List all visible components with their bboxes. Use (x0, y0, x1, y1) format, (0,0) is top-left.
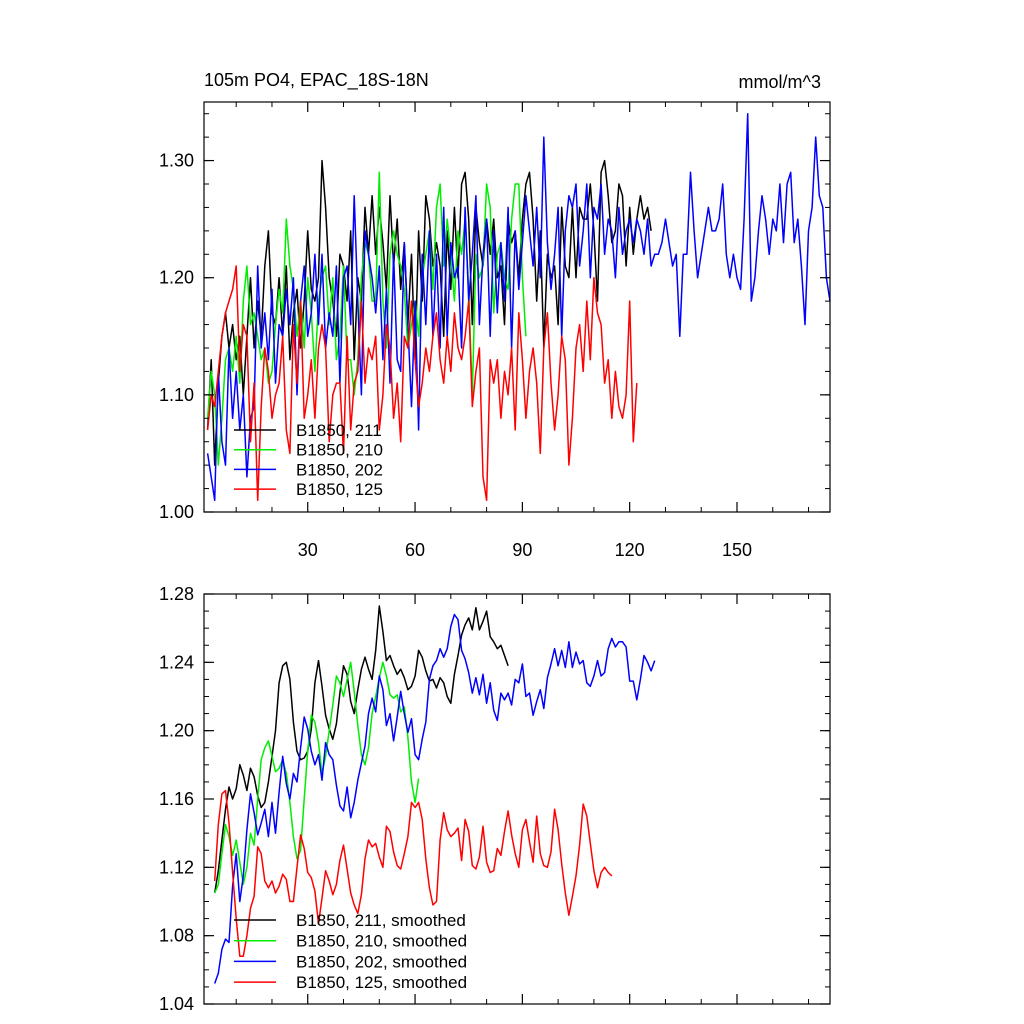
x-tick-label: 120 (615, 540, 645, 560)
y-tick-label: 1.28 (159, 584, 194, 604)
x-tick-label: 90 (512, 540, 532, 560)
y-tick-label: 1.04 (159, 994, 194, 1014)
top-chart-units: mmol/m^3 (739, 72, 821, 92)
y-tick-label: 1.10 (159, 385, 194, 405)
legend-label: B1850, 125 (296, 480, 383, 499)
series-line-1-2 (213, 613, 656, 984)
top-chart-title: 105m PO4, EPAC_18S-18N (204, 70, 429, 91)
bottom-legend: B1850, 211, smoothed B1850, 210, smoothed… (234, 911, 467, 992)
legend-label: B1850, 202 (296, 460, 383, 479)
series-line-1-0 (213, 605, 509, 894)
x-tick-label: 30 (298, 540, 318, 560)
series-line-0-3 (206, 265, 638, 502)
x-tick-label: 150 (722, 540, 752, 560)
y-tick-label: 1.20 (159, 721, 194, 741)
y-tick-label: 1.00 (159, 502, 194, 522)
series-line-0-1 (206, 171, 527, 466)
bottom-panel: 1.04 1.08 1.12 1.16 1.20 1.24 1.28 B1850, 211,… (159, 584, 831, 1014)
legend-label: B1850, 202, smoothed (296, 952, 467, 971)
series-line-0-0 (206, 159, 652, 466)
x-tick-label: 60 (405, 540, 425, 560)
y-tick-label: 1.30 (159, 151, 194, 171)
y-tick-label: 1.16 (159, 789, 194, 809)
legend-label: B1850, 125, smoothed (296, 973, 467, 992)
bottom-plot-lines (213, 605, 656, 984)
series-line-1-3 (213, 789, 613, 957)
legend-label: B1850, 210, smoothed (296, 932, 467, 951)
top-ticks: 1.00 1.10 1.20 1.30 30 60 90 120 150 (159, 102, 830, 560)
bottom-ticks: 1.04 1.08 1.12 1.16 1.20 1.24 1.28 (159, 584, 830, 1014)
top-panel: 1.00 1.10 1.20 1.30 30 60 90 120 150 105m PO4, E… (159, 70, 831, 560)
top-plot-lines (206, 112, 831, 502)
y-tick-label: 1.20 (159, 268, 194, 288)
legend-label: B1850, 211, smoothed (296, 911, 466, 930)
legend-label: B1850, 210 (296, 441, 383, 460)
series-line-0-2 (206, 112, 831, 502)
top-plot-frame (203, 101, 831, 513)
y-tick-label: 1.12 (159, 857, 194, 877)
series-line-1-1 (214, 661, 420, 894)
y-tick-label: 1.08 (159, 926, 194, 946)
y-tick-label: 1.24 (159, 652, 194, 672)
legend-label: B1850, 211 (296, 421, 382, 440)
